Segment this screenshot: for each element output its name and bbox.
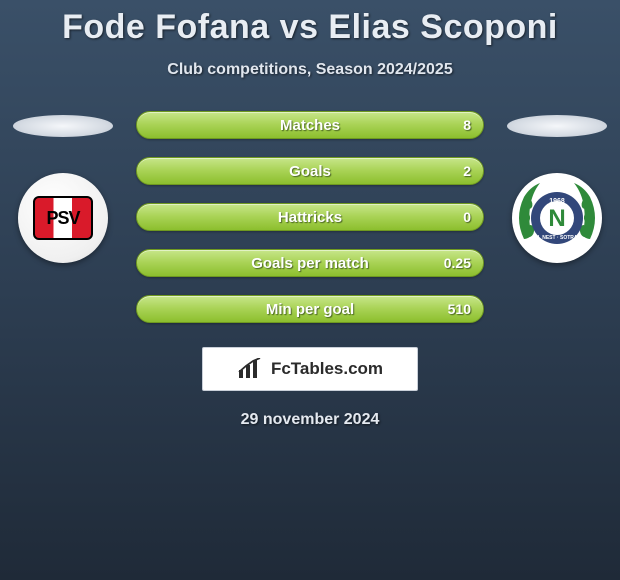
stat-right-value: 510 <box>448 301 471 317</box>
right-player-column: 1968 IL NEST · SOTRA N <box>502 111 612 263</box>
club-logo-left-text: PSV <box>33 196 93 240</box>
club-logo-right: 1968 IL NEST · SOTRA N <box>512 173 602 263</box>
stat-row-min-per-goal: Min per goal 510 <box>136 295 484 323</box>
comparison-content: PSV Matches 8 Goals 2 Hattricks 0 Goals … <box>0 111 620 323</box>
stat-row-matches: Matches 8 <box>136 111 484 139</box>
stat-right-value: 0 <box>463 209 471 225</box>
stat-row-goals: Goals 2 <box>136 157 484 185</box>
brand-text: FcTables.com <box>271 359 383 379</box>
left-player-column: PSV <box>8 111 118 263</box>
date-text: 29 november 2024 <box>0 411 620 429</box>
club-ring-year: 1968 <box>549 198 565 205</box>
brand-box: FcTables.com <box>202 347 418 391</box>
stat-label: Min per goal <box>266 301 354 318</box>
stat-label: Goals per match <box>251 255 369 272</box>
page-title: Fode Fofana vs Elias Scoponi <box>0 0 620 47</box>
page-subtitle: Club competitions, Season 2024/2025 <box>0 61 620 79</box>
stat-right-value: 0.25 <box>444 255 471 271</box>
club-logo-right-svg: 1968 IL NEST · SOTRA N <box>512 173 602 263</box>
stats-list: Matches 8 Goals 2 Hattricks 0 Goals per … <box>136 111 484 323</box>
stat-right-value: 8 <box>463 117 471 133</box>
stat-label: Goals <box>289 163 331 180</box>
stat-row-goals-per-match: Goals per match 0.25 <box>136 249 484 277</box>
stat-label: Matches <box>280 117 340 134</box>
brand-chart-icon <box>237 358 265 380</box>
club-logo-left: PSV <box>18 173 108 263</box>
stat-right-value: 2 <box>463 163 471 179</box>
club-center-letter: N <box>548 205 565 232</box>
player-silhouette-left <box>13 115 113 137</box>
stat-label: Hattricks <box>278 209 342 226</box>
club-ring-text: IL NEST · SOTRA <box>536 235 577 241</box>
player-silhouette-right <box>507 115 607 137</box>
stat-row-hattricks: Hattricks 0 <box>136 203 484 231</box>
